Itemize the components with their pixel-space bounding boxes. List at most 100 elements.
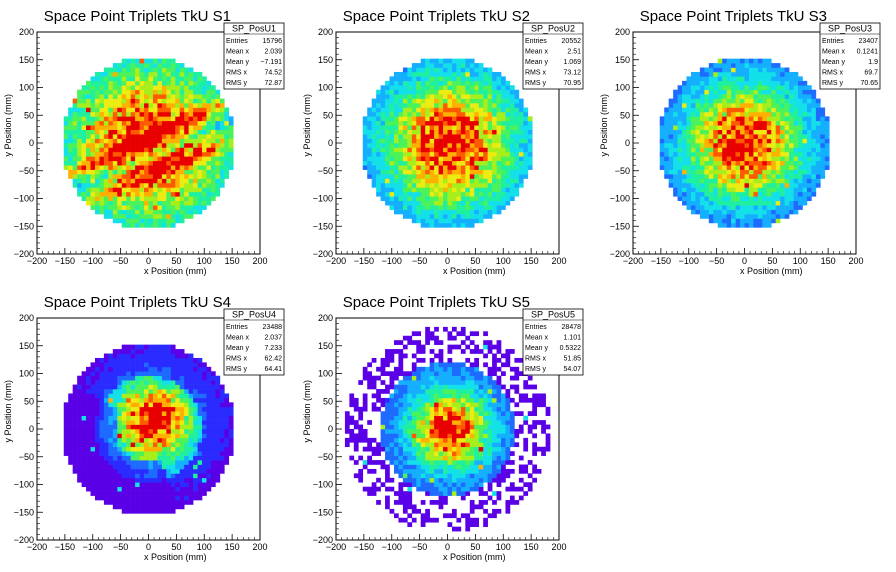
heatmap-cell [112, 156, 118, 162]
heatmap-cell [86, 125, 91, 130]
heatmap-cell [81, 143, 87, 148]
heatmap-cell [170, 218, 176, 224]
heatmap-cell [416, 138, 422, 144]
heatmap-cell [748, 111, 754, 117]
heatmap-cell [206, 371, 212, 377]
heatmap-cell [771, 169, 777, 175]
heatmap-cell [144, 446, 149, 452]
heatmap-cell [179, 116, 185, 122]
heatmap-cell [371, 116, 377, 122]
heatmap-cell [789, 85, 794, 91]
heatmap-cell [478, 209, 484, 215]
heatmap-cell [514, 138, 520, 144]
heatmap-cell [780, 71, 785, 77]
heatmap-cell [798, 76, 803, 82]
heatmap-cell [806, 98, 812, 104]
heatmap-cell [166, 103, 172, 108]
heatmap-cell [90, 433, 96, 439]
heatmap-cell [815, 156, 821, 162]
heatmap-cell [775, 138, 781, 144]
heatmap-cell [501, 174, 506, 179]
heatmap-cell [94, 111, 100, 117]
heatmap-cell [748, 156, 754, 162]
heatmap-cell [112, 165, 118, 170]
heatmap-cell [677, 107, 683, 113]
heatmap-cell [811, 147, 817, 153]
heatmap-cell [492, 129, 497, 135]
heatmap-cell [202, 94, 207, 99]
heatmap-cell [802, 138, 808, 144]
heatmap-cell [690, 187, 696, 193]
heatmap-cell [81, 482, 87, 488]
heatmap-cell [425, 89, 430, 95]
heatmap-cell [152, 451, 158, 456]
heatmap-cell [193, 375, 198, 381]
heatmap-cell [460, 165, 466, 170]
heatmap-cell [447, 143, 453, 148]
heatmap-cell [77, 94, 82, 99]
heatmap-cell [735, 178, 741, 184]
heatmap-cell [398, 165, 404, 170]
heatmap-cell [514, 94, 520, 99]
heatmap-cell [210, 151, 216, 157]
heatmap-cell [144, 214, 149, 219]
heatmap-cell [402, 71, 408, 77]
heatmap-cell [179, 67, 185, 73]
heatmap-cell [228, 156, 234, 162]
heatmap-cell [487, 191, 493, 197]
chart-title: Space Point Triplets TkU S3 [640, 8, 827, 25]
heatmap-cell [197, 442, 203, 448]
heatmap-cell [68, 420, 73, 425]
heatmap-cell [121, 125, 127, 130]
heatmap-cell [112, 85, 118, 91]
heatmap-cell [77, 165, 82, 170]
heatmap-cell [775, 200, 781, 206]
heatmap-cell [184, 71, 189, 77]
heatmap-cell [380, 187, 386, 193]
heatmap-cell [469, 67, 475, 73]
heatmap-cell [63, 138, 69, 144]
heatmap-cell [117, 406, 123, 412]
heatmap-cell [699, 89, 705, 95]
heatmap-cell [193, 482, 198, 488]
heatmap-cell [90, 393, 96, 399]
heatmap-cell [775, 182, 781, 188]
heatmap-cell [367, 156, 372, 162]
heatmap-cell [175, 375, 181, 381]
heatmap-cell [206, 468, 212, 474]
heatmap-cell [130, 442, 136, 448]
heatmap-cell [144, 437, 149, 443]
heatmap-cell [215, 107, 221, 113]
heatmap-cell [157, 424, 163, 430]
heatmap-cell [94, 120, 100, 126]
heatmap-cell [135, 103, 140, 108]
heatmap-cell [117, 415, 123, 421]
heatmap-cell [385, 143, 390, 148]
heatmap-cell [193, 80, 198, 86]
heatmap-cell [443, 165, 448, 170]
heatmap-cell [63, 116, 69, 122]
heatmap-cell [438, 58, 444, 64]
heatmap-cell [135, 187, 140, 193]
heatmap-cell [514, 111, 520, 117]
heatmap-cell [793, 182, 799, 188]
heatmap-cell [197, 200, 203, 206]
heatmap-cell [731, 218, 736, 224]
heatmap-cell [197, 357, 203, 363]
y-tick-label: −100 [14, 194, 34, 204]
heatmap-cell [425, 205, 430, 210]
heatmap-cell [420, 191, 426, 197]
heatmap-cell [179, 178, 185, 184]
heatmap-cell [704, 129, 710, 135]
heatmap-cell [811, 160, 817, 166]
heatmap-cell [188, 129, 194, 135]
heatmap-cell [420, 63, 426, 68]
heatmap-cell [157, 411, 163, 416]
heatmap-cell [434, 209, 439, 215]
heatmap-cell [762, 178, 768, 184]
heatmap-cell [402, 209, 408, 215]
heatmap-cell [704, 94, 710, 99]
heatmap-cell [130, 486, 136, 492]
heatmap-cell [94, 486, 100, 492]
